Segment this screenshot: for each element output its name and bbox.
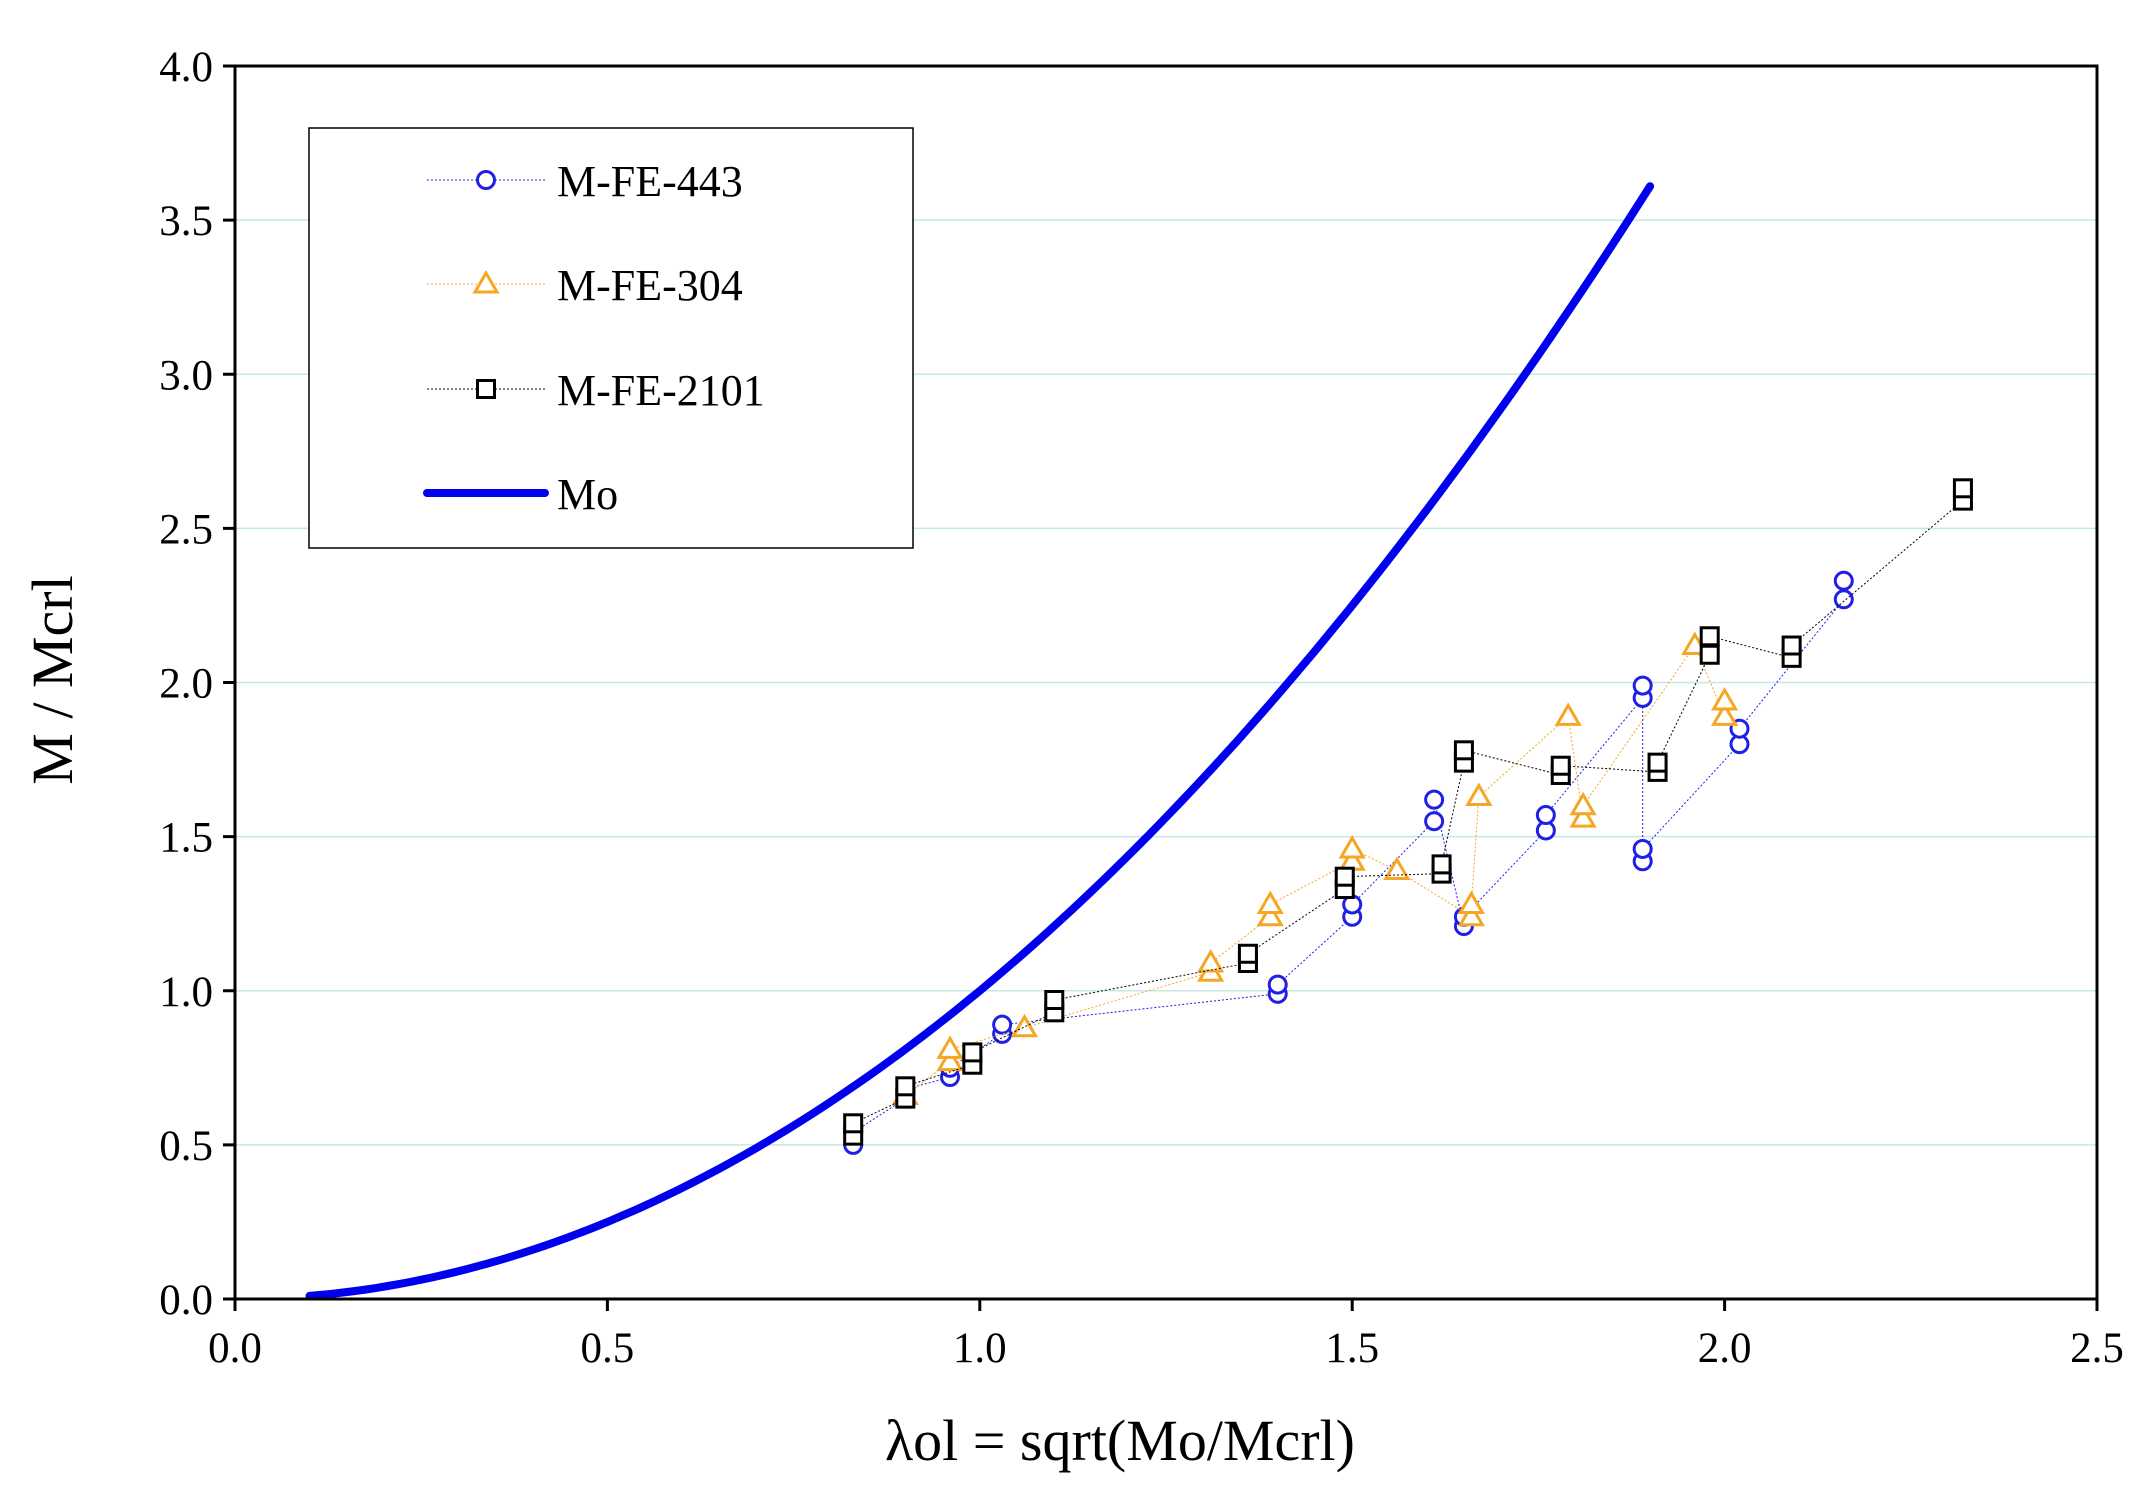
data-point-m-fe-2101 [1699,644,1720,665]
data-point-m-fe-2101 [1237,943,1258,964]
data-point-m-fe-304 [1197,949,1225,973]
x-tick-label: 1.0 [953,1325,1007,1372]
x-tick-label: 0.0 [208,1325,262,1372]
y-tick-label: 3.0 [159,352,213,399]
y-tick-label: 0.0 [159,1277,213,1324]
data-point-m-fe-2101 [1699,626,1720,647]
data-point-m-fe-443 [1424,789,1445,810]
data-point-m-fe-304 [936,1047,964,1072]
series-m-fe-304 [891,631,1739,1106]
y-tick-label: 0.5 [159,1123,213,1170]
data-point-m-fe-443 [992,1014,1013,1035]
data-point-m-fe-304 [1383,856,1411,881]
tick-labels: 0.0 0.5 1.0 1.5 2.0 2.5 3.0 3.5 4.0 0.0 0.5 1.0 1.5 2… [159,44,2124,1372]
y-tick-label: 1.0 [159,969,213,1016]
legend-symbol-m-fe-2101 [476,379,496,399]
data-point-m-fe-304 [1457,902,1485,927]
data-point-m-fe-304 [1569,791,1597,816]
legend-label-m-fe-2101: M-FE-2101 [557,366,765,415]
data-series [305,182,1973,1300]
data-point-m-fe-443 [1535,805,1556,826]
plot-area-frame [233,64,2099,1301]
data-point-m-fe-304 [1338,834,1366,859]
data-point-m-fe-2101 [895,1076,916,1097]
series-mo-curve [305,182,1655,1300]
legend-symbol-m-fe-304 [472,270,500,294]
legend: M-FE-443 M-FE-304 M-FE-2101 Mo [308,127,914,549]
legend-box [308,127,914,549]
series-m-fe-2101 [843,478,1973,1146]
y-tick-label: 3.5 [159,198,213,245]
data-point-m-fe-304 [1710,687,1739,711]
data-point-m-fe-304 [1256,890,1284,914]
y-tick-label: 2.0 [159,661,213,708]
data-point-m-fe-304 [1465,782,1493,807]
data-point-m-fe-443 [1833,589,1854,610]
data-point-m-fe-2101 [843,1113,864,1134]
data-point-m-fe-443 [1267,974,1288,995]
data-point-m-fe-2101 [1952,478,1973,499]
legend-label-mo: Mo [557,470,618,519]
data-point-m-fe-304 [1569,804,1597,828]
series-m-fe-2101-line [852,488,1964,1136]
data-point-m-fe-304 [1010,1013,1039,1038]
x-tick-label: 2.0 [1698,1325,1752,1372]
y-tick-label: 1.5 [159,815,213,862]
data-point-m-fe-2101 [1550,755,1571,776]
data-point-m-fe-443 [1833,570,1854,591]
legend-symbol-m-fe-443 [476,170,496,190]
legend-label-m-fe-304: M-FE-304 [557,261,743,310]
data-point-m-fe-2101 [1453,740,1474,761]
data-point-m-fe-304 [1554,702,1582,726]
x-tick-label: 0.5 [581,1325,635,1372]
y-tick-label: 2.5 [159,506,213,553]
x-axis-label: λol = sqrt(Mo/Mcrl) [885,1408,1355,1473]
data-point-m-fe-443 [1632,838,1653,859]
data-point-m-fe-304 [1256,902,1284,927]
y-tick-label: 4.0 [159,44,213,91]
legend-label-m-fe-443: M-FE-443 [557,157,743,206]
data-point-m-fe-304 [936,1035,964,1059]
data-point-m-fe-2101 [1334,866,1355,887]
data-point-m-fe-2101 [1044,989,1065,1010]
y-axis-label: M / Mcrl [20,575,85,784]
axis-ticks [223,64,2099,1311]
data-point-m-fe-443 [1424,811,1445,832]
x-tick-label: 2.5 [2070,1325,2124,1372]
data-point-m-fe-2101 [1647,752,1668,773]
data-point-m-fe-443 [1632,675,1653,696]
data-point-m-fe-304 [1710,702,1739,726]
data-point-m-fe-2101 [962,1042,983,1063]
data-point-m-fe-2101 [1431,854,1452,875]
data-point-m-fe-2101 [1781,635,1802,656]
data-point-m-fe-304 [1457,890,1485,914]
x-tick-label: 1.5 [1325,1325,1379,1372]
